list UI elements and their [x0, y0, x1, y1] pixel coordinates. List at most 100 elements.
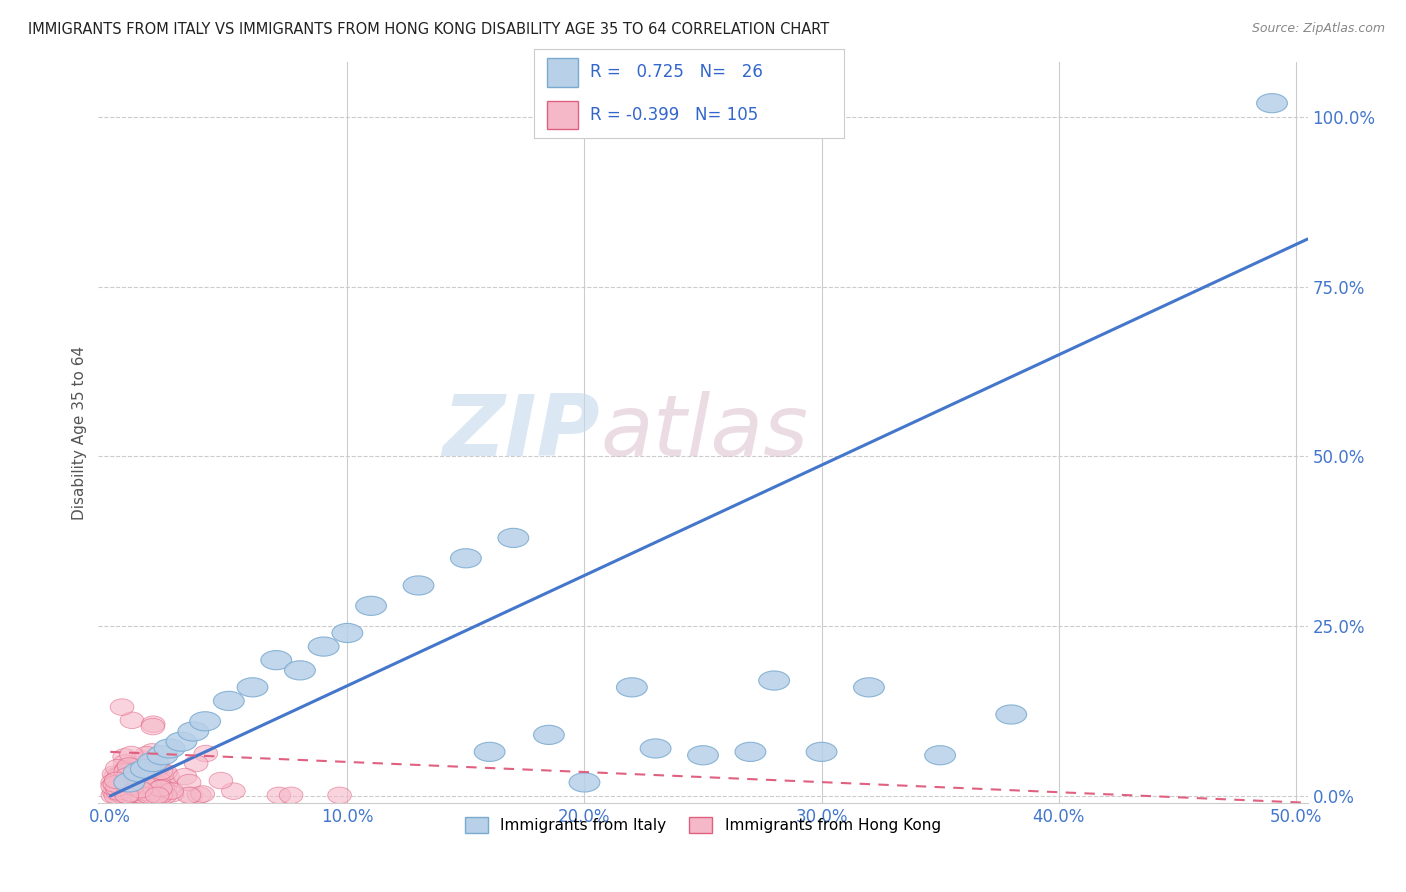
Ellipse shape [145, 787, 169, 804]
Ellipse shape [104, 787, 128, 804]
Text: Source: ZipAtlas.com: Source: ZipAtlas.com [1251, 22, 1385, 36]
Ellipse shape [122, 778, 146, 795]
Ellipse shape [110, 766, 134, 783]
Ellipse shape [149, 771, 173, 788]
Ellipse shape [120, 712, 143, 729]
Ellipse shape [141, 744, 165, 760]
Ellipse shape [129, 775, 153, 792]
Ellipse shape [177, 787, 201, 804]
Ellipse shape [155, 739, 186, 758]
Ellipse shape [129, 787, 153, 804]
Ellipse shape [103, 775, 127, 792]
Ellipse shape [120, 785, 143, 802]
Ellipse shape [120, 779, 143, 795]
Ellipse shape [120, 780, 143, 796]
Ellipse shape [616, 678, 647, 697]
Ellipse shape [238, 678, 269, 697]
Ellipse shape [101, 774, 125, 791]
Ellipse shape [153, 764, 177, 780]
Ellipse shape [128, 779, 152, 795]
Ellipse shape [190, 712, 221, 731]
Ellipse shape [120, 747, 143, 763]
Ellipse shape [925, 746, 956, 764]
Ellipse shape [107, 783, 131, 799]
Ellipse shape [138, 753, 169, 772]
Ellipse shape [117, 764, 141, 780]
Ellipse shape [101, 787, 125, 804]
Ellipse shape [328, 787, 352, 804]
Ellipse shape [148, 777, 172, 793]
Ellipse shape [153, 781, 177, 798]
Ellipse shape [115, 761, 139, 777]
Ellipse shape [222, 783, 245, 799]
Ellipse shape [122, 787, 146, 804]
Ellipse shape [131, 759, 162, 779]
Ellipse shape [177, 774, 201, 791]
Ellipse shape [179, 787, 202, 804]
Ellipse shape [121, 758, 145, 775]
Ellipse shape [114, 781, 138, 797]
Ellipse shape [114, 772, 145, 792]
Ellipse shape [134, 776, 156, 793]
Ellipse shape [853, 678, 884, 697]
Ellipse shape [995, 705, 1026, 724]
Ellipse shape [138, 754, 162, 770]
Ellipse shape [101, 778, 125, 795]
Ellipse shape [284, 661, 315, 680]
Ellipse shape [117, 757, 141, 774]
Ellipse shape [111, 787, 135, 804]
Ellipse shape [122, 787, 146, 803]
Ellipse shape [127, 768, 150, 784]
Ellipse shape [135, 747, 159, 763]
Ellipse shape [108, 767, 131, 783]
Text: R =   0.725   N=   26: R = 0.725 N= 26 [591, 63, 763, 81]
Ellipse shape [209, 772, 233, 789]
Ellipse shape [146, 772, 170, 788]
Ellipse shape [114, 755, 136, 772]
Ellipse shape [1257, 94, 1288, 112]
Ellipse shape [450, 549, 481, 568]
Ellipse shape [404, 576, 434, 595]
Ellipse shape [114, 763, 138, 780]
Ellipse shape [149, 780, 173, 797]
Ellipse shape [124, 775, 146, 792]
Ellipse shape [122, 776, 146, 793]
Ellipse shape [569, 772, 600, 792]
Ellipse shape [131, 779, 155, 795]
Ellipse shape [153, 785, 176, 801]
Ellipse shape [115, 767, 139, 784]
Ellipse shape [533, 725, 564, 745]
Ellipse shape [160, 786, 184, 802]
Ellipse shape [103, 776, 127, 792]
Ellipse shape [498, 528, 529, 548]
Text: IMMIGRANTS FROM ITALY VS IMMIGRANTS FROM HONG KONG DISABILITY AGE 35 TO 64 CORRE: IMMIGRANTS FROM ITALY VS IMMIGRANTS FROM… [28, 22, 830, 37]
Ellipse shape [139, 770, 163, 787]
Y-axis label: Disability Age 35 to 64: Disability Age 35 to 64 [72, 345, 87, 520]
FancyBboxPatch shape [547, 58, 578, 87]
Ellipse shape [132, 758, 156, 775]
Ellipse shape [115, 787, 139, 804]
Ellipse shape [759, 671, 790, 690]
Ellipse shape [121, 770, 145, 787]
Ellipse shape [141, 787, 165, 804]
Ellipse shape [141, 772, 165, 789]
Legend: Immigrants from Italy, Immigrants from Hong Kong: Immigrants from Italy, Immigrants from H… [460, 812, 946, 839]
Ellipse shape [103, 766, 125, 782]
Ellipse shape [117, 774, 141, 790]
Ellipse shape [148, 746, 177, 764]
Ellipse shape [112, 748, 136, 765]
Ellipse shape [136, 780, 160, 797]
Ellipse shape [280, 787, 302, 804]
Ellipse shape [110, 778, 134, 794]
Ellipse shape [114, 778, 138, 795]
Ellipse shape [214, 691, 245, 711]
Ellipse shape [187, 787, 211, 804]
Ellipse shape [117, 777, 141, 794]
Ellipse shape [141, 718, 165, 735]
Ellipse shape [194, 745, 218, 762]
Ellipse shape [115, 787, 138, 804]
Ellipse shape [104, 768, 128, 785]
Text: ZIP: ZIP [443, 391, 600, 475]
Ellipse shape [149, 787, 173, 804]
Ellipse shape [806, 742, 837, 762]
